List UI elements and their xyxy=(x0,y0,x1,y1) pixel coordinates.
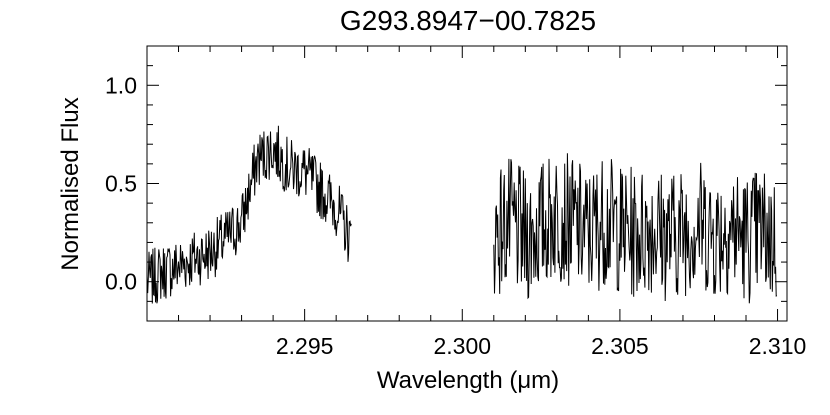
plot-frame xyxy=(146,45,788,322)
spectrum-segment-1 xyxy=(147,125,352,304)
spectrum-segment-2 xyxy=(493,153,778,304)
y-axis-label: Normalised Flux xyxy=(57,97,84,270)
y-tick-label: 0.5 xyxy=(105,171,137,197)
spectrum-line xyxy=(147,125,778,304)
x-tick-label: 2.300 xyxy=(433,333,491,359)
chart-title: G293.8947−00.7825 xyxy=(340,5,596,36)
x-tick-label: 2.310 xyxy=(749,333,807,359)
x-axis-label: Wavelength (μm) xyxy=(377,367,559,394)
y-tick-label: 0.0 xyxy=(105,269,137,295)
axes: 2.295 2.300 2.305 2.310 0.0 0.5 1.0 xyxy=(105,45,807,359)
x-tick-label: 2.305 xyxy=(591,333,649,359)
x-tick-label: 2.295 xyxy=(276,333,334,359)
plot-area xyxy=(146,45,788,322)
y-tick-label: 1.0 xyxy=(105,72,137,98)
